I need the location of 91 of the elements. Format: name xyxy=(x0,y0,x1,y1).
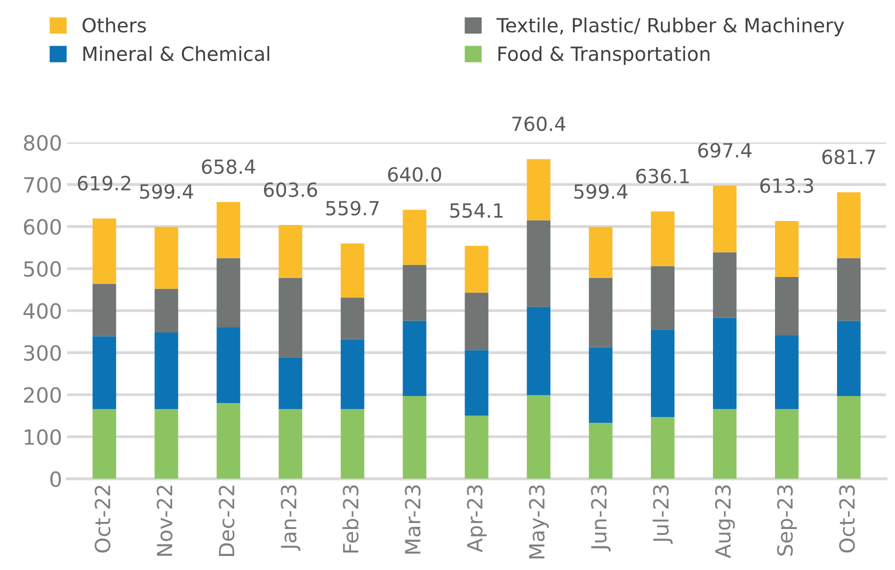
bar xyxy=(340,339,364,410)
x-tick-label: Oct-22 xyxy=(94,486,110,553)
legend-label: Others xyxy=(82,18,146,33)
y-tick-label: 200 xyxy=(24,387,61,403)
bar xyxy=(278,225,302,278)
bar xyxy=(154,409,178,479)
y-tick-label: 400 xyxy=(24,303,61,319)
bar xyxy=(526,395,550,479)
bar xyxy=(340,409,364,479)
bar xyxy=(154,226,178,289)
y-tick-label: 0 xyxy=(50,471,61,488)
x-tick-label: Feb-23 xyxy=(342,485,359,553)
bar xyxy=(464,350,488,416)
x-tick-label: Jul-23 xyxy=(652,485,673,544)
bar xyxy=(464,416,488,479)
x-tick-label: Jan-23 xyxy=(280,485,300,551)
bar xyxy=(154,288,178,333)
bar xyxy=(464,292,488,350)
bar xyxy=(92,284,116,336)
x-tick-label: Dec-22 xyxy=(218,486,234,556)
x-tick-label: Apr-23 xyxy=(466,485,487,552)
total-label: 640.0 xyxy=(388,167,442,182)
total-label: 599.4 xyxy=(140,184,194,199)
bar xyxy=(650,266,674,330)
bar xyxy=(650,330,674,418)
bar xyxy=(216,403,240,479)
bar xyxy=(712,409,737,479)
bar xyxy=(588,347,612,423)
y-tick-label: 100 xyxy=(24,429,61,445)
legend-label: Textile, Plastic/ Rubber & Machinery xyxy=(496,18,844,36)
total-label: 554.1 xyxy=(450,203,503,218)
bar xyxy=(775,335,799,410)
bar xyxy=(278,357,302,410)
bar xyxy=(526,220,550,307)
x-tick-label: Aug-23 xyxy=(715,485,735,558)
total-label: 599.4 xyxy=(574,184,628,199)
bar xyxy=(588,422,612,479)
bar xyxy=(526,306,550,396)
bar xyxy=(588,226,612,278)
bar xyxy=(402,264,426,321)
bar xyxy=(340,298,364,340)
total-label: 760.4 xyxy=(512,116,566,132)
y-tick-label: 800 xyxy=(24,134,61,151)
y-tick-label: 500 xyxy=(24,261,61,277)
x-tick-label: May-23 xyxy=(528,485,549,558)
total-label: 658.4 xyxy=(202,159,256,174)
bar xyxy=(216,258,240,328)
legend-label: Mineral & Chemical xyxy=(83,46,270,62)
y-tick-label: 700 xyxy=(24,176,61,193)
bar xyxy=(92,336,116,410)
total-label: 603.6 xyxy=(264,182,318,198)
bar xyxy=(526,159,550,220)
bar xyxy=(712,186,737,252)
bar xyxy=(712,318,737,410)
bar xyxy=(712,252,737,318)
bar xyxy=(837,258,861,321)
bar xyxy=(464,246,488,293)
legend-label: Food & Transportation xyxy=(498,46,710,65)
total-label: 697.4 xyxy=(698,142,752,158)
bar xyxy=(650,211,674,266)
total-label: 636.1 xyxy=(636,168,689,184)
x-tick-label: Nov-22 xyxy=(156,486,172,556)
total-label: 613.3 xyxy=(760,178,814,193)
y-tick-label: 300 xyxy=(24,345,61,361)
total-label: 559.7 xyxy=(326,200,379,216)
y-tick-label: 600 xyxy=(24,219,61,235)
x-tick-label: Mar-23 xyxy=(404,485,421,554)
bar xyxy=(837,396,861,479)
bar xyxy=(588,278,612,348)
total-label: 619.2 xyxy=(78,176,130,191)
bar xyxy=(154,332,178,410)
bar xyxy=(278,278,302,358)
x-tick-label: Sep-23 xyxy=(777,485,797,556)
bar xyxy=(340,244,364,298)
total-label: 681.7 xyxy=(822,150,875,164)
bar xyxy=(216,327,240,404)
bar xyxy=(837,192,861,258)
bar xyxy=(775,220,799,278)
bar xyxy=(402,210,426,265)
x-tick-label: Oct-23 xyxy=(839,485,855,553)
x-tick-label: Jun-23 xyxy=(590,485,611,552)
bar xyxy=(278,409,302,479)
bar xyxy=(402,396,426,479)
bar xyxy=(92,409,116,479)
bar xyxy=(650,417,674,479)
bar xyxy=(402,320,426,396)
bar xyxy=(216,202,240,258)
bar xyxy=(775,277,799,336)
bar xyxy=(92,218,116,284)
bar xyxy=(775,409,799,479)
bar xyxy=(837,320,861,396)
